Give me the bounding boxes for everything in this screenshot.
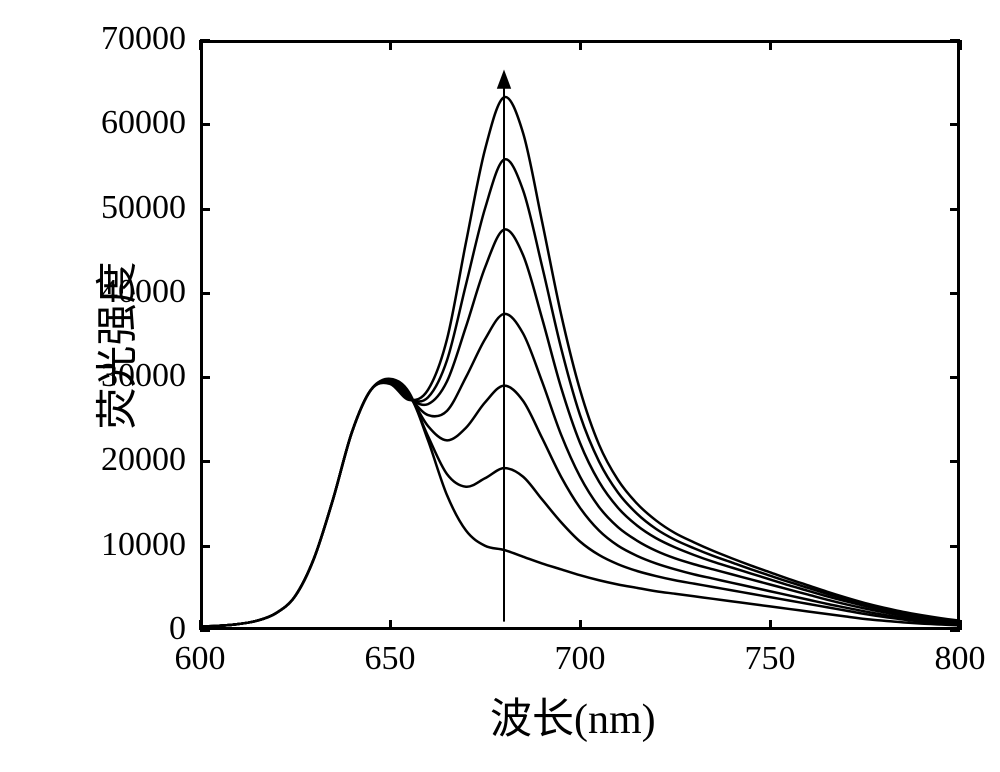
x-tick-mark	[579, 620, 582, 630]
x-tick-label: 600	[160, 640, 240, 678]
x-tick-mark	[769, 620, 772, 630]
y-tick-mark-right	[950, 545, 960, 548]
y-tick-label: 70000	[101, 20, 186, 58]
y-tick-mark	[200, 545, 210, 548]
x-tick-mark-top	[959, 40, 962, 50]
trend-arrow-head	[497, 70, 511, 89]
spectrum-curve	[200, 314, 960, 627]
spectra-chart: 荧光强度 波长(nm) 0100002000030000400005000060…	[0, 0, 1000, 772]
x-tick-label: 800	[920, 640, 1000, 678]
spectrum-curve	[200, 97, 960, 627]
x-tick-mark-top	[389, 40, 392, 50]
y-tick-mark	[200, 460, 210, 463]
y-tick-mark-right	[950, 208, 960, 211]
y-tick-label: 60000	[101, 104, 186, 142]
y-tick-mark	[200, 123, 210, 126]
x-tick-mark	[199, 620, 202, 630]
y-tick-mark	[200, 292, 210, 295]
y-tick-mark-right	[950, 123, 960, 126]
x-tick-mark-top	[199, 40, 202, 50]
y-tick-label: 50000	[101, 189, 186, 227]
spectrum-curve	[200, 229, 960, 626]
x-tick-mark	[959, 620, 962, 630]
x-tick-label: 650	[350, 640, 430, 678]
x-tick-mark-top	[579, 40, 582, 50]
y-tick-label: 20000	[101, 441, 186, 479]
y-tick-mark-right	[950, 292, 960, 295]
x-axis-label: 波长(nm)	[490, 685, 656, 746]
x-tick-label: 700	[540, 640, 620, 678]
x-tick-label: 750	[730, 640, 810, 678]
y-tick-mark	[200, 376, 210, 379]
y-tick-mark-right	[950, 376, 960, 379]
y-tick-mark-right	[950, 460, 960, 463]
y-tick-label: 30000	[101, 357, 186, 395]
x-tick-mark-top	[769, 40, 772, 50]
y-tick-label: 10000	[101, 526, 186, 564]
x-tick-mark	[389, 620, 392, 630]
y-tick-mark	[200, 208, 210, 211]
y-tick-label: 40000	[101, 273, 186, 311]
